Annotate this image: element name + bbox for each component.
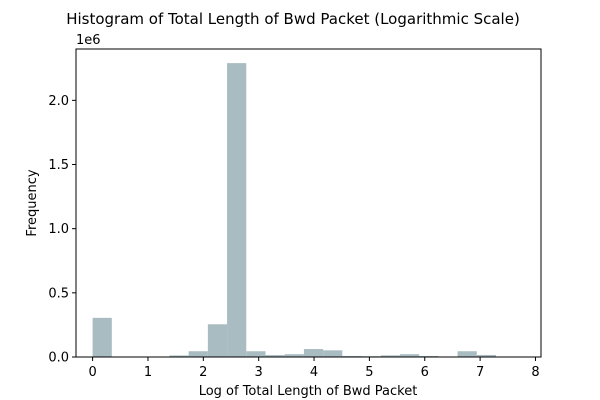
histogram-bar: [246, 351, 266, 357]
x-tick-label: 4: [310, 365, 318, 380]
x-axis-ticks: 0 1 2 3 4 5 6 7 8: [88, 357, 540, 380]
histogram-bar: [188, 351, 208, 357]
y-axis-label: Frequency: [25, 169, 40, 236]
bars-group: [92, 63, 516, 358]
histogram-bar: [303, 349, 324, 357]
x-tick-label: 8: [531, 365, 539, 380]
x-tick-label: 5: [365, 365, 373, 380]
x-tick-label: 2: [199, 365, 207, 380]
x-tick-label: 3: [255, 365, 263, 380]
histogram-bar: [419, 355, 439, 357]
y-tick-label: 0.0: [48, 351, 69, 366]
y-tick-label: 1.0: [48, 222, 69, 237]
histogram-bar: [342, 355, 362, 357]
histogram-bar: [227, 63, 247, 358]
x-axis-label: Log of Total Length of Bwd Packet: [199, 384, 418, 399]
y-tick-label: 2.0: [48, 94, 69, 109]
y-tick-label: 1.5: [48, 158, 69, 173]
y-offset-text: 1e6: [76, 33, 101, 48]
histogram-bar: [323, 350, 343, 357]
y-axis-ticks: 0.0 0.5 1.0 1.5 2.0: [48, 94, 76, 366]
histogram-bar: [207, 324, 228, 357]
histogram-bar: [92, 317, 112, 357]
chart-title: Histogram of Total Length of Bwd Packet …: [66, 10, 520, 28]
x-tick-label: 6: [421, 365, 429, 380]
histogram-bar: [265, 355, 285, 357]
histogram-bar: [284, 354, 304, 357]
x-tick-label: 0: [88, 365, 96, 380]
x-tick-label: 7: [476, 365, 484, 380]
histogram-bar: [380, 355, 400, 357]
histogram-bar: [476, 354, 496, 357]
plot-area-frame: [75, 48, 542, 358]
x-tick-label: 1: [144, 365, 152, 380]
y-tick-label: 0.5: [48, 286, 69, 301]
histogram-bar: [169, 355, 189, 357]
histogram-bar: [457, 351, 477, 357]
histogram-bar: [399, 354, 420, 357]
